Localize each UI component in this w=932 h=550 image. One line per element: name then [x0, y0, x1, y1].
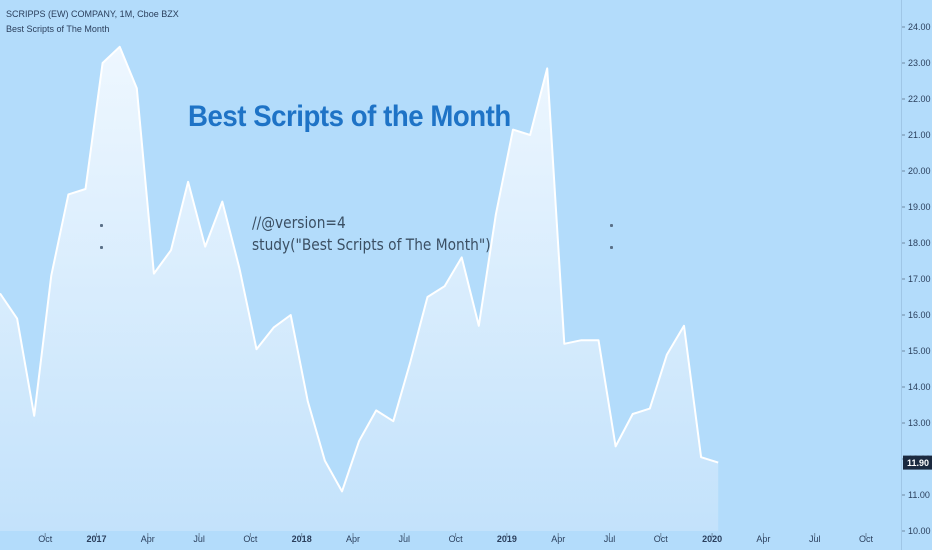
data-point — [461, 257, 463, 259]
data-point — [136, 87, 138, 89]
code-annotation: //@version=4 study("Best Scripts of The M… — [252, 212, 491, 256]
x-tick-label: 2019 — [497, 534, 517, 544]
data-point — [495, 213, 497, 215]
y-tick-label: 24.00 — [908, 22, 931, 32]
data-point — [16, 318, 18, 320]
drawing-marker — [610, 246, 613, 249]
data-point — [666, 354, 668, 356]
drawing-marker — [100, 246, 103, 249]
data-point — [239, 267, 241, 269]
data-point — [444, 285, 446, 287]
data-point — [683, 325, 685, 327]
series-area-fill — [0, 46, 719, 532]
headline-text: Best Scripts of the Month — [188, 100, 511, 133]
data-point — [51, 275, 53, 277]
data-point — [393, 420, 395, 422]
x-tick-label: Oct — [449, 534, 464, 544]
x-tick-label: 2018 — [292, 534, 312, 544]
code-line-version: //@version=4 — [252, 213, 346, 232]
price-axis-divider — [901, 0, 902, 550]
data-point — [119, 46, 121, 48]
data-point — [68, 194, 70, 196]
x-tick-label: Jul — [193, 534, 205, 544]
data-point — [204, 246, 206, 248]
y-tick-label: 21.00 — [908, 130, 931, 140]
data-point — [478, 325, 480, 327]
drawing-marker — [610, 224, 613, 227]
data-point — [222, 201, 224, 203]
data-point — [581, 339, 583, 341]
data-point — [33, 415, 35, 417]
x-tick-label: Oct — [654, 534, 669, 544]
data-point — [615, 446, 617, 448]
x-tick-label: Apr — [141, 534, 155, 544]
x-tick-label: Oct — [38, 534, 53, 544]
code-line-study: study("Best Scripts of The Month") — [252, 235, 491, 254]
y-tick-label: 16.00 — [908, 310, 931, 320]
x-tick-label: 2020 — [702, 534, 722, 544]
data-point — [153, 273, 155, 275]
data-point — [256, 348, 258, 350]
data-point — [529, 134, 531, 136]
data-point — [85, 188, 87, 190]
y-tick-label: 17.00 — [908, 274, 931, 284]
data-point — [546, 68, 548, 70]
data-point — [700, 456, 702, 458]
last-price-badge — [903, 455, 932, 470]
y-tick-label: 20.00 — [908, 166, 931, 176]
data-point — [649, 408, 651, 410]
x-tick-label: Jul — [809, 534, 821, 544]
data-point — [375, 410, 377, 412]
data-point — [307, 401, 309, 403]
y-tick-label: 15.00 — [908, 346, 931, 356]
data-point — [598, 339, 600, 341]
data-point — [564, 343, 566, 345]
x-tick-label: Apr — [756, 534, 770, 544]
data-point — [632, 413, 634, 415]
y-tick-label: 13.00 — [908, 418, 931, 428]
y-tick-label: 19.00 — [908, 202, 931, 212]
symbol-label: SCRIPPS (EW) COMPANY, 1M, Cboe BZX — [6, 9, 179, 19]
last-price-label: 11.90 — [907, 458, 929, 468]
data-point — [290, 314, 292, 316]
indicator-label: Best Scripts of The Month — [6, 24, 110, 34]
data-point — [102, 62, 104, 64]
data-point — [512, 129, 514, 131]
data-point — [358, 440, 360, 442]
drawing-marker — [100, 224, 103, 227]
x-tick-label: Jul — [399, 534, 411, 544]
chart-legend: SCRIPPS (EW) COMPANY, 1M, Cboe BZX Best … — [6, 7, 179, 37]
x-tick-label: Oct — [859, 534, 874, 544]
x-tick-label: Jul — [604, 534, 616, 544]
data-point — [427, 296, 429, 298]
data-point — [324, 460, 326, 462]
data-point — [341, 491, 343, 493]
x-tick-label: Apr — [551, 534, 565, 544]
data-point — [410, 361, 412, 363]
y-tick-label: 22.00 — [908, 94, 931, 104]
series-line — [0, 45, 719, 493]
y-tick-label: 14.00 — [908, 382, 931, 392]
y-tick-label: 11.00 — [908, 490, 930, 500]
x-tick-label: Oct — [243, 534, 258, 544]
data-point — [187, 181, 189, 183]
x-tick-label: Apr — [346, 534, 360, 544]
x-tick-label: 2017 — [86, 534, 106, 544]
y-tick-label: 23.00 — [908, 58, 931, 68]
y-tick-label: 10.00 — [908, 526, 931, 536]
data-point — [273, 327, 275, 329]
data-point — [170, 249, 172, 251]
y-tick-label: 18.00 — [908, 238, 931, 248]
data-point — [717, 462, 719, 464]
